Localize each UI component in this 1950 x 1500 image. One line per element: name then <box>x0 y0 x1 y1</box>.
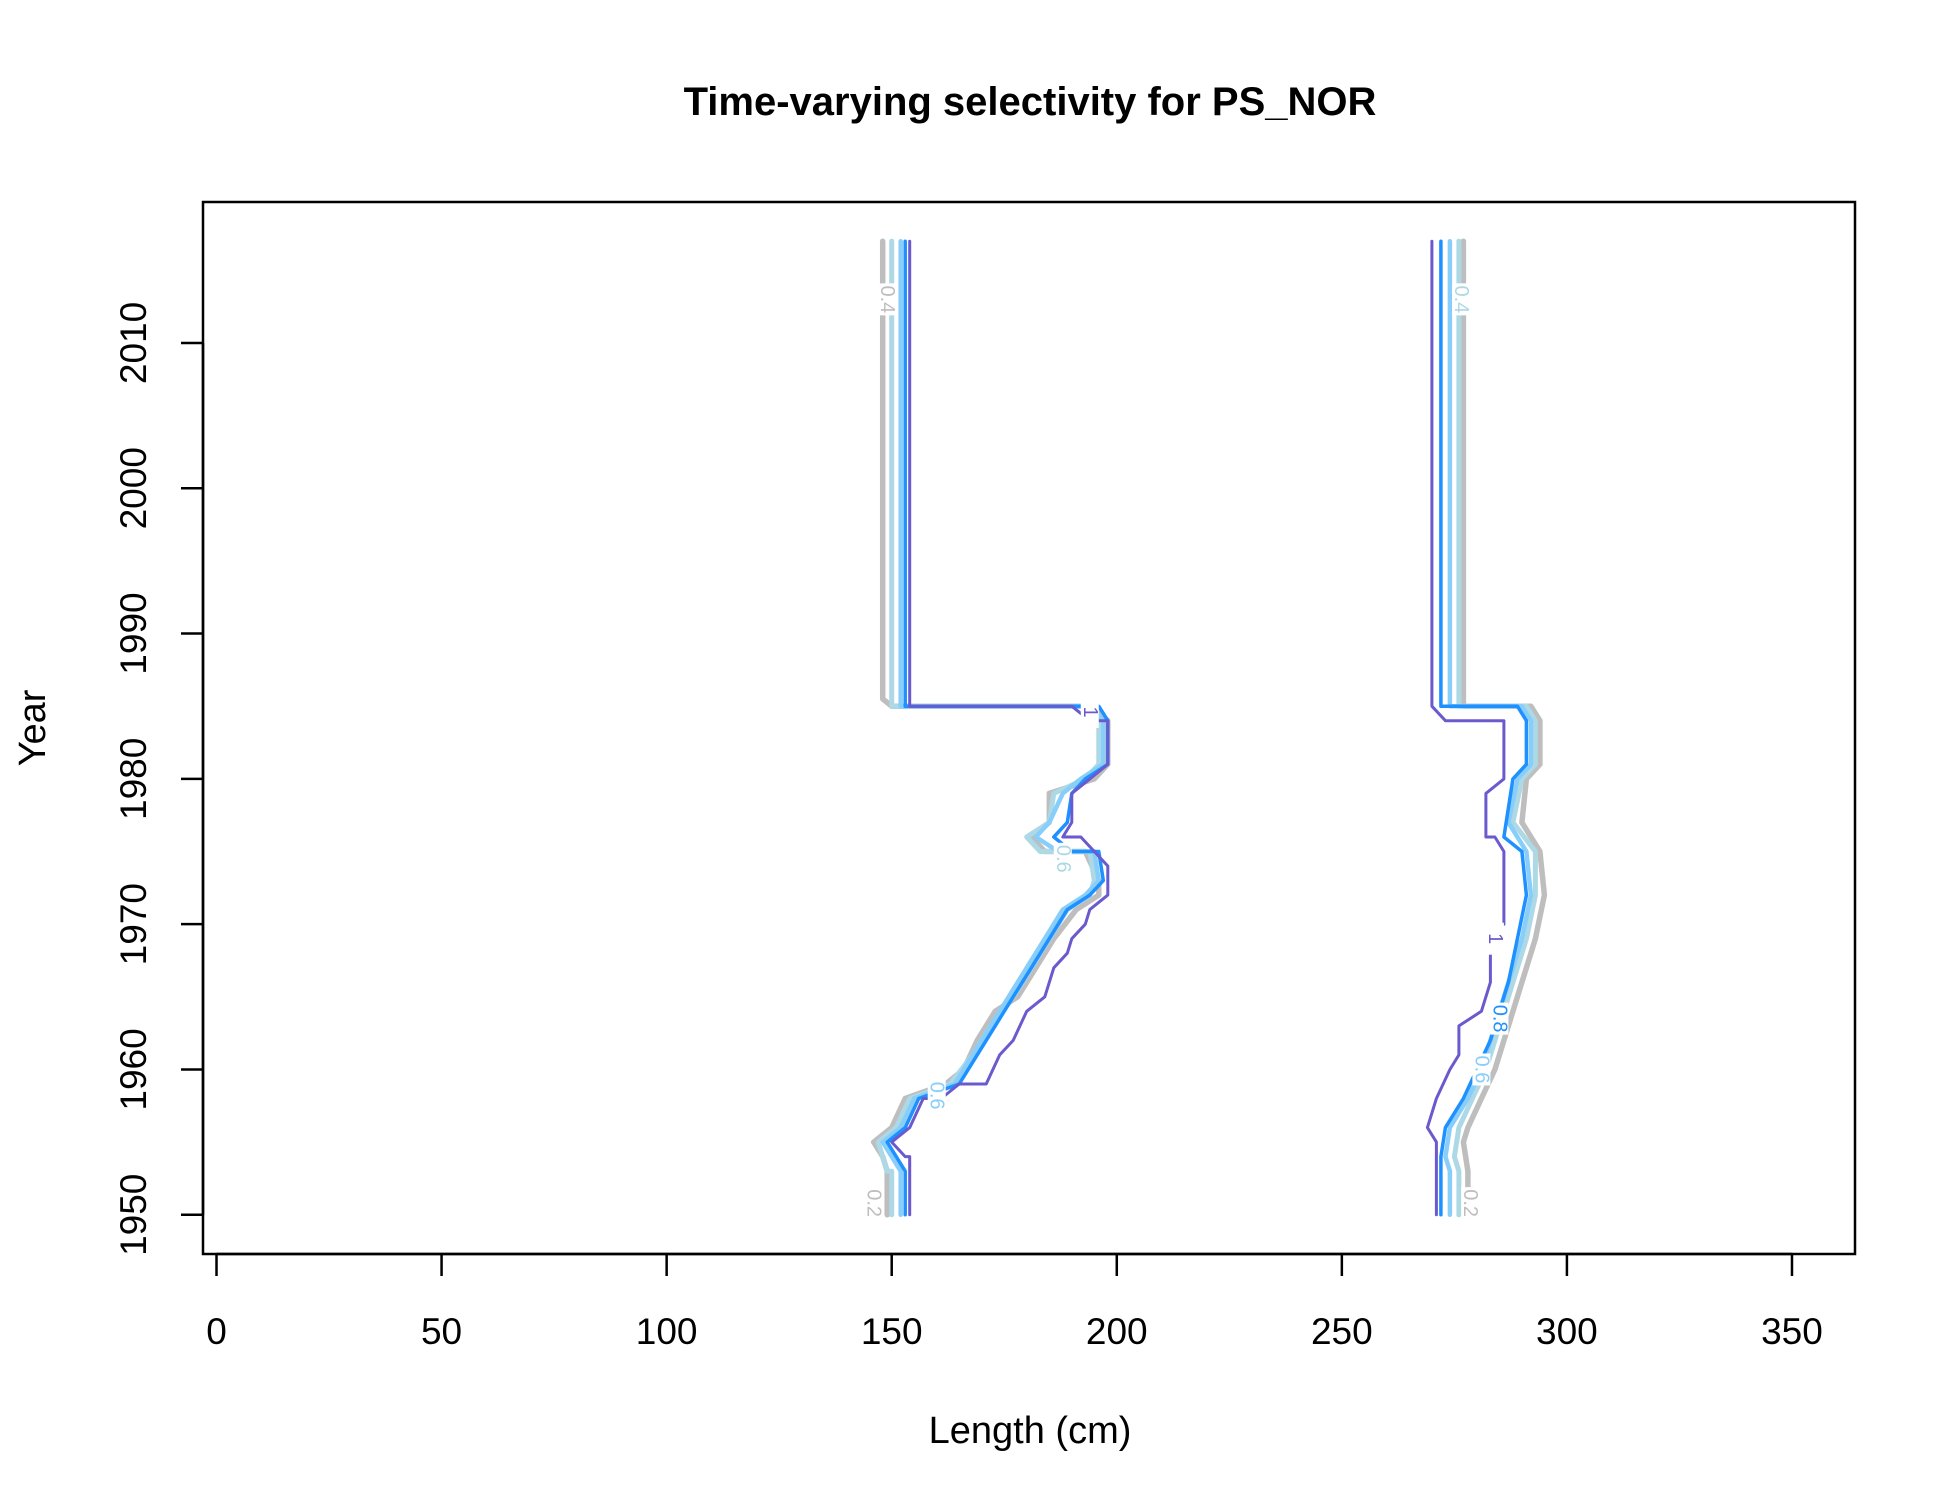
contour-label-knockout <box>1490 1002 1509 1035</box>
y-tick-label: 2010 <box>113 302 154 384</box>
contour-line-0_6-branch-2 <box>1443 238 1534 1218</box>
x-axis-label: Length (cm) <box>929 1410 1132 1452</box>
x-tick-label: 50 <box>421 1311 462 1352</box>
y-tick-label: 1990 <box>113 592 154 674</box>
y-axis-ticks: 1950 1960 1970 1980 1990 2000 2010 <box>113 302 203 1256</box>
contour-label: 0.2 <box>863 1189 885 1217</box>
contour-line-0_4-branch-1 <box>875 238 1102 1218</box>
contour-label: 1 <box>1484 933 1506 944</box>
contour-label-knockout <box>927 1079 946 1112</box>
contour-line-0_4-branch-2 <box>1451 238 1538 1218</box>
contour-label-knockout <box>878 283 897 316</box>
contour-lines <box>870 238 1548 1218</box>
x-axis-ticks: 0 50 100 150 200 250 300 350 <box>206 1254 1823 1352</box>
x-tick-label: 350 <box>1761 1311 1823 1352</box>
contour-label: 0.6 <box>926 1082 948 1110</box>
contour-label: 0.4 <box>876 285 898 313</box>
contour-label-knockout <box>1053 842 1072 875</box>
y-tick-label: 1950 <box>113 1174 154 1256</box>
contour-line-1-branch-3 <box>1425 951 1492 1217</box>
contour-label: 1 <box>1079 706 1101 717</box>
x-tick-label: 200 <box>1086 1311 1148 1352</box>
contour-line-1-branch-1 <box>890 239 1110 1217</box>
y-axis-label: Year <box>12 689 54 766</box>
contour-line-0_2-branch-2 <box>1460 238 1548 1218</box>
contour-label-knockout <box>1461 1187 1480 1220</box>
y-tick-label: 2000 <box>113 447 154 529</box>
contour-label-knockout <box>1485 922 1504 955</box>
chart-title: Time-varying selectivity for PS_NOR <box>684 80 1377 124</box>
contour-labels: 0.2 0.2 0.4 0.4 0.6 0.6 0.6 0.8 1 1 <box>863 283 1510 1220</box>
contour-label-knockout <box>1080 696 1099 729</box>
y-tick-label: 1980 <box>113 738 154 820</box>
contour-label: 0.6 <box>1470 1056 1492 1084</box>
contour-label: 0.2 <box>1459 1189 1481 1217</box>
x-tick-label: 100 <box>636 1311 698 1352</box>
contour-label: 0.8 <box>1488 1005 1510 1033</box>
contour-line-1-branch-2 <box>1430 239 1506 926</box>
x-tick-label: 250 <box>1311 1311 1373 1352</box>
x-tick-label: 150 <box>861 1311 923 1352</box>
contour-label-knockout <box>864 1187 883 1220</box>
x-tick-label: 0 <box>206 1311 227 1352</box>
contour-label: 0.4 <box>1450 285 1472 313</box>
contour-label-knockout <box>1472 1053 1491 1086</box>
plot-area-frame <box>201 200 1857 1256</box>
x-tick-label: 300 <box>1536 1311 1598 1352</box>
contour-label: 0.6 <box>1052 845 1074 873</box>
y-tick-label: 1960 <box>113 1028 154 1110</box>
contour-line-0_8-branch-2 <box>1439 239 1529 1217</box>
contour-label-knockout <box>1452 283 1471 316</box>
y-tick-label: 1970 <box>113 883 154 965</box>
contour-line-0_6-branch-1 <box>880 238 1106 1218</box>
contour-line-0_8-branch-1 <box>885 239 1110 1217</box>
